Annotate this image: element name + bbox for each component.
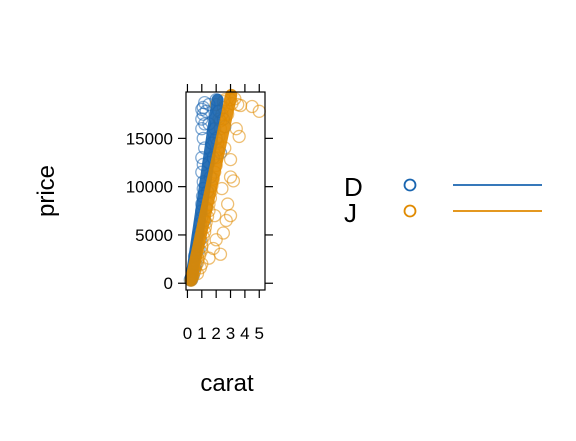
series-j-point <box>219 213 233 228</box>
legend: DJ <box>344 172 542 228</box>
legend-symbol-d <box>403 178 417 192</box>
legend-label-j: J <box>344 198 357 228</box>
x-tick-label: 3 <box>226 324 235 343</box>
x-tick-label: 4 <box>240 324 249 343</box>
y-tick-label: 10000 <box>126 178 173 197</box>
panel-border <box>185 91 266 291</box>
y-tick-label: 15000 <box>126 129 173 148</box>
series-j-trend-line <box>185 88 238 287</box>
series-j-point <box>223 152 238 167</box>
series-j-point <box>226 174 241 188</box>
series-j-point <box>223 170 238 184</box>
x-axis-title: carat <box>200 370 254 397</box>
legend-symbol-j <box>403 204 417 218</box>
series-j-point <box>209 233 223 247</box>
y-tick-label: 5000 <box>135 226 173 245</box>
series-j-point <box>245 99 259 114</box>
series-d-point <box>195 112 209 126</box>
plot-area <box>183 88 266 287</box>
y-axis-title: price <box>33 165 60 217</box>
x-tick-label: 5 <box>255 324 264 343</box>
series-j-point <box>221 197 235 211</box>
series-j-point <box>229 122 243 136</box>
legend-label-d: D <box>344 172 363 202</box>
series-j-point <box>216 226 230 240</box>
series-j-point <box>232 129 246 144</box>
series-j-point <box>213 247 228 261</box>
x-tick-label: 2 <box>211 324 220 343</box>
x-tick-label: 1 <box>197 324 206 343</box>
x-tick-label: 0 <box>183 324 192 343</box>
y-tick-label: 0 <box>164 274 173 293</box>
